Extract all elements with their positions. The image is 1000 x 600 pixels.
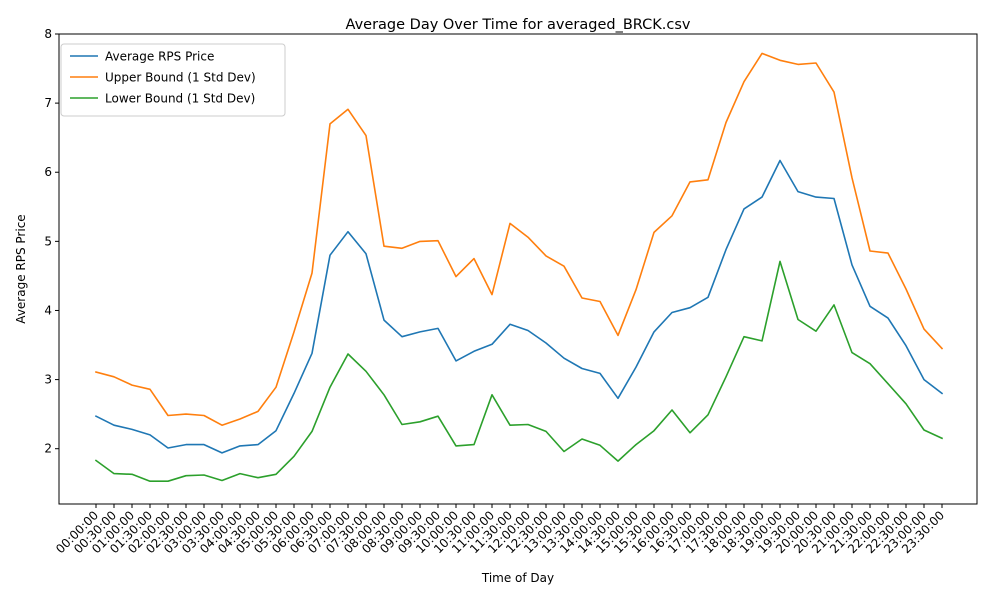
x-axis: 00:00:0000:30:0001:00:0001:30:0002:00:00… xyxy=(53,504,947,556)
series-line-average-rps-price xyxy=(94,159,944,454)
series-line-upper-bound-1-std-dev xyxy=(95,52,944,427)
y-tick-label: 7 xyxy=(44,96,52,110)
y-tick-label: 5 xyxy=(44,234,52,248)
legend-box xyxy=(60,43,286,117)
series-line-lower-bound-1-std-dev xyxy=(94,260,944,483)
plot-frame xyxy=(58,33,978,505)
y-axis: 2 3 4 5 6 7 8 xyxy=(44,27,59,456)
x-axis-label: Time of Day xyxy=(481,571,554,585)
y-tick-label: 3 xyxy=(44,373,52,387)
legend-label-upper-bound-1-std-dev: Upper Bound (1 Std Dev) xyxy=(105,71,256,85)
series-group xyxy=(94,52,944,483)
y-tick-label: 8 xyxy=(44,27,52,41)
chart-title: Average Day Over Time for averaged_BRCK.… xyxy=(346,17,691,33)
legend-label-average-rps-price: Average RPS Price xyxy=(105,50,214,64)
y-axis-label: Average RPS Price xyxy=(14,214,28,323)
legend: Average RPS Price Upper Bound (1 Std Dev)… xyxy=(60,43,286,117)
y-tick-label: 4 xyxy=(44,303,52,317)
y-tick-label: 2 xyxy=(44,442,52,456)
y-tick-label: 6 xyxy=(44,165,52,179)
legend-label-lower-bound-1-std-dev: Lower Bound (1 Std Dev) xyxy=(105,92,255,106)
